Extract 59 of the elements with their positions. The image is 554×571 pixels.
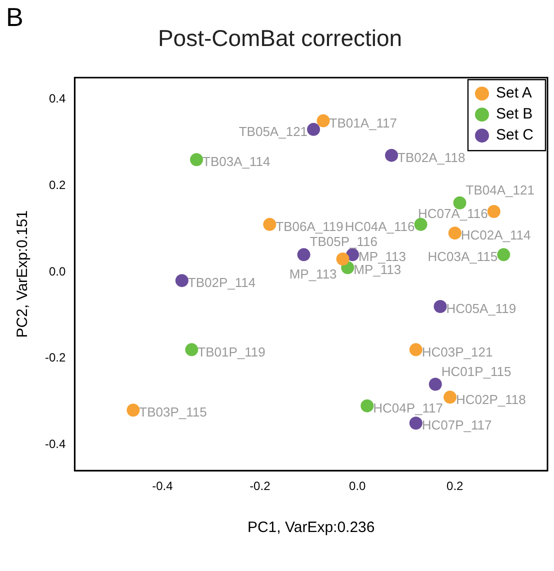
point	[434, 300, 447, 313]
x-axis-title: PC1, VarExp:0.236	[247, 519, 375, 536]
annotation: HC02A_114	[460, 228, 531, 243]
y-tick-label: 0.4	[48, 92, 66, 106]
point	[126, 404, 140, 417]
point	[175, 274, 188, 288]
point	[297, 248, 310, 262]
annotation: TB04A_121	[466, 182, 534, 198]
legend-label: Set B	[496, 106, 533, 123]
point	[307, 122, 320, 136]
annotation: HC03A_115	[428, 249, 498, 264]
point	[487, 204, 500, 218]
point	[409, 416, 422, 430]
y-tick-label: 0.2	[48, 178, 66, 192]
annotation: HC07A_116	[418, 206, 488, 222]
annotation: TB05P_116	[310, 234, 378, 250]
annotation: TB02P_114	[188, 275, 256, 290]
annotation: MP_113	[289, 266, 337, 282]
annotation: MP_113	[358, 249, 406, 264]
point	[453, 196, 466, 210]
point	[336, 252, 350, 266]
point	[444, 390, 457, 404]
point	[316, 114, 330, 128]
point	[497, 248, 510, 262]
legend-label: Set C	[496, 126, 534, 144]
point	[190, 153, 204, 166]
annotation: HC05A_119	[446, 301, 516, 316]
annotation: TB02A_118	[398, 150, 466, 165]
annotation: HC07P_117	[422, 418, 492, 433]
point	[428, 378, 442, 391]
y-tick-label: 0.0	[48, 264, 66, 278]
annotation: TB03A_114	[202, 154, 270, 170]
annotation: TB01A_117	[329, 115, 397, 130]
point	[263, 218, 276, 231]
annotation: TB01P_119	[198, 344, 266, 360]
point	[385, 148, 398, 162]
x-tick-label: 0.0	[349, 479, 366, 494]
x-tick-label: -0.4	[152, 479, 174, 494]
x-tick-label: -0.2	[250, 479, 271, 494]
annotation: HC03P_121	[422, 344, 493, 360]
annotation: TB06A_119	[276, 219, 344, 234]
annotation: TB05A_121	[238, 124, 308, 139]
annotation: TB03P_115	[139, 404, 207, 420]
text: B	[6, 2, 24, 32]
annotation: HC04A_116	[344, 219, 415, 234]
point	[360, 399, 374, 412]
point	[409, 343, 422, 356]
annotation: MP_113	[354, 262, 402, 278]
y-tick-label: -0.4	[44, 437, 66, 451]
chart-title: Post-ComBat correction	[158, 25, 402, 52]
point	[448, 226, 462, 240]
annotation: HC04P_117	[373, 400, 444, 416]
legend-label: Set A	[496, 84, 532, 102]
annotation: HC01P_115	[441, 364, 512, 379]
annotation: HC02P_118	[456, 392, 526, 407]
y-tick-label: -0.2	[44, 350, 66, 365]
point	[185, 343, 198, 356]
y-axis-title: PC2, VarExp:0.151	[14, 210, 32, 338]
x-tick-label: 0.2	[446, 479, 464, 494]
